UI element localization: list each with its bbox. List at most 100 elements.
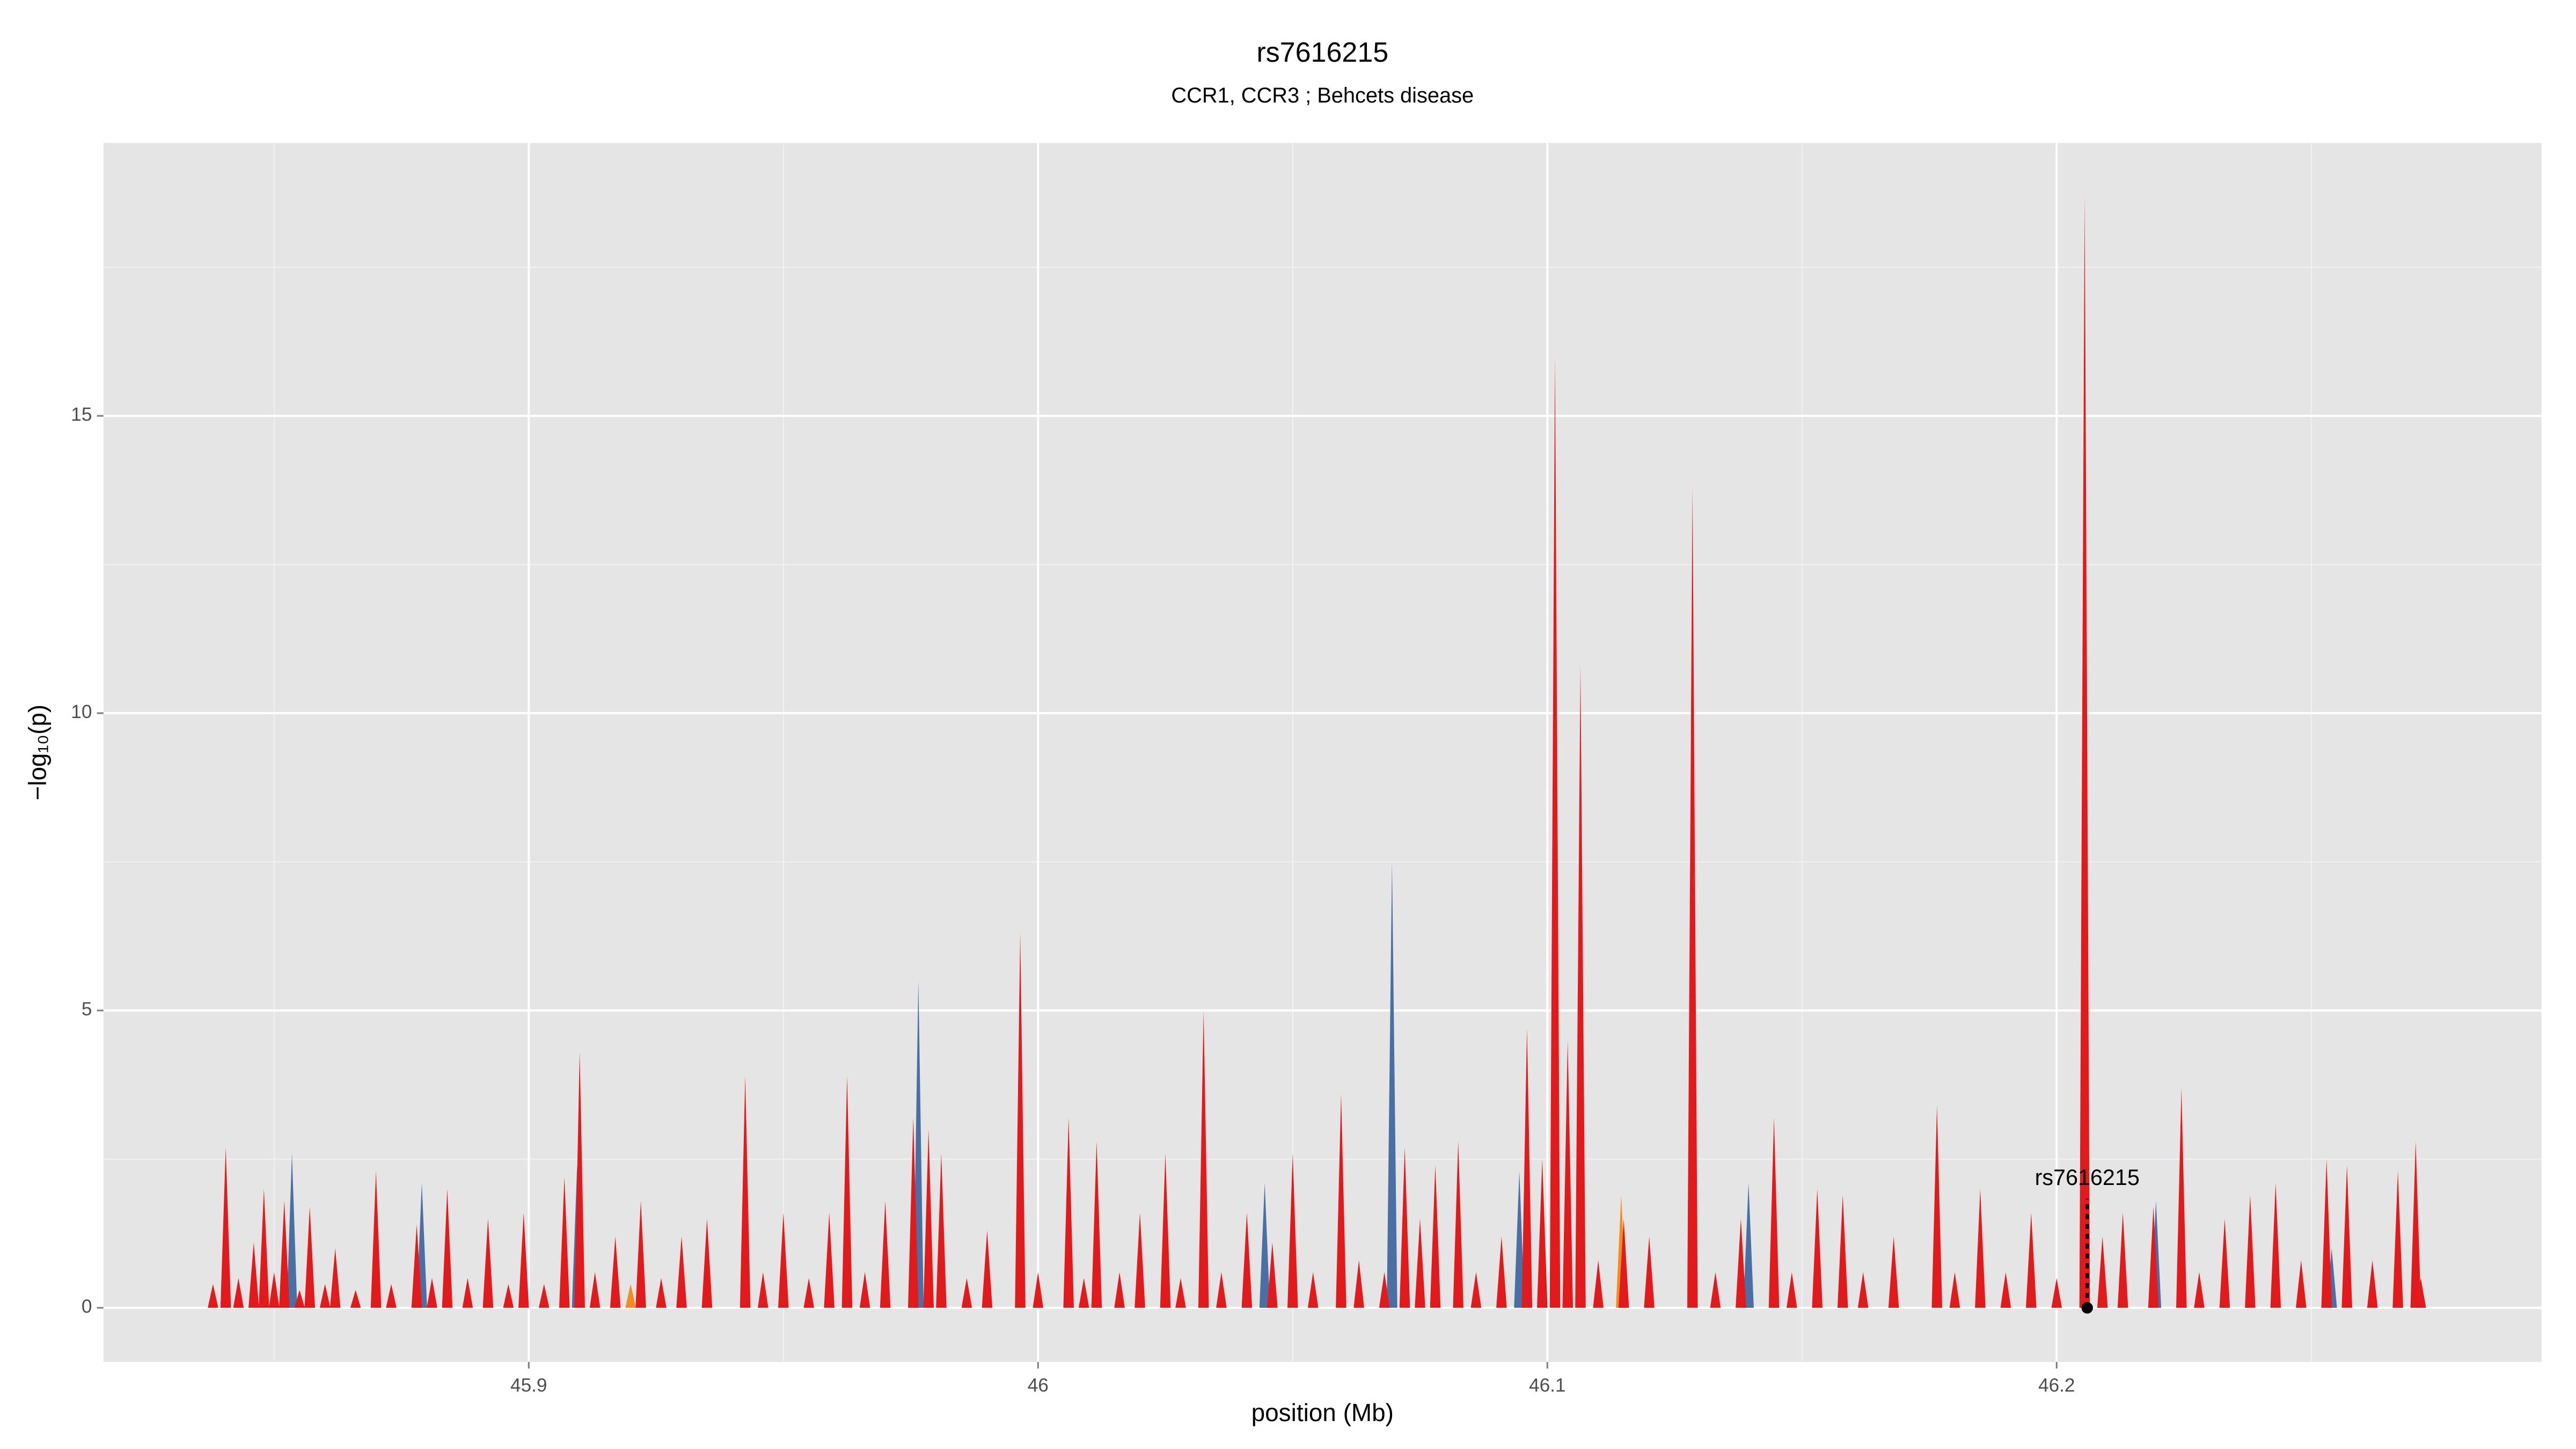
spike [1644,1236,1655,1308]
spike [442,1189,453,1308]
spike [1786,1272,1797,1308]
spike [1736,1218,1746,1308]
spike [1135,1212,1145,1308]
spike [656,1278,667,1308]
spike [2176,1087,2187,1308]
spike [923,1129,934,1308]
spike [258,1189,269,1308]
spike [1857,1272,1869,1308]
spike [1593,1260,1604,1308]
spike [635,1201,646,1308]
spike [676,1236,687,1308]
spike [330,1248,341,1308]
spike [1091,1141,1102,1308]
spike [758,1272,769,1308]
spike [1931,1106,1943,1308]
spike [1078,1278,1089,1308]
x-axis-label: position (Mb) [1252,1399,1394,1426]
spike [2392,1171,2403,1308]
spike [503,1284,514,1308]
spike [2148,1206,2159,1308]
spike [701,1218,713,1308]
spike [1536,1159,1548,1308]
spike [2026,1212,2037,1308]
spike [220,1147,231,1308]
spike [1287,1153,1298,1308]
spike [1430,1165,1441,1308]
spike [1687,487,1698,1308]
spike [2410,1141,2421,1308]
spike [1710,1272,1721,1308]
spike [824,1212,835,1308]
plot-panel [103,143,2542,1362]
spike [778,1212,789,1308]
spike [1399,1147,1410,1308]
spike [2341,1165,2352,1308]
spike [610,1236,621,1308]
spike [2219,1218,2230,1308]
spike [370,1171,382,1308]
spike [2000,1272,2011,1308]
spike [1198,1010,1209,1308]
spike [559,1177,570,1308]
y-tick-label: 0 [82,1296,92,1317]
spike [233,1278,244,1308]
spike [1575,665,1586,1308]
spike [961,1278,972,1308]
spike [1888,1236,1899,1308]
y-tick-label: 15 [71,404,92,425]
spike [2194,1272,2205,1308]
y-tick-label: 10 [71,701,92,722]
spike [1160,1153,1171,1308]
spike [625,1284,636,1308]
spike [589,1272,601,1308]
spike [1216,1272,1227,1308]
spike [880,1201,891,1308]
spike [1514,1171,1525,1308]
spike [1521,1028,1533,1308]
spike [1837,1195,1848,1308]
spike [248,1242,259,1308]
spike [2079,195,2090,1308]
spike [841,1075,853,1308]
spike [1949,1272,1960,1308]
spike [1743,1183,1754,1308]
spike [427,1278,437,1308]
spike [1241,1212,1253,1308]
spike [2051,1278,2062,1308]
spike [386,1284,397,1308]
spike [304,1206,315,1308]
spike [2097,1236,2108,1308]
spike [1033,1272,1044,1308]
spike [1562,1040,1574,1308]
spike [1975,1189,1986,1308]
spike [518,1212,529,1308]
spike [538,1284,550,1308]
spike [2321,1159,2332,1308]
spike [1353,1260,1364,1308]
spike [2270,1183,2281,1308]
spike [2367,1260,2378,1308]
spike [1379,1272,1390,1308]
spike [482,1218,494,1308]
spike [268,1272,280,1308]
spike [982,1230,993,1308]
spike [350,1290,361,1308]
spike [740,1075,751,1308]
spike [1496,1236,1507,1308]
chart-title: rs7616215 [1256,37,1388,68]
spike [2245,1195,2256,1308]
spike [411,1224,422,1308]
spike [859,1272,870,1308]
spike [462,1278,473,1308]
spike [1812,1189,1823,1308]
spike [279,1201,290,1308]
spike [2416,1278,2426,1308]
spike [1453,1141,1463,1308]
spike [319,1284,331,1308]
x-tick-label: 46.1 [1529,1375,1565,1396]
annotation-point [2081,1302,2093,1314]
y-tick-label: 5 [82,999,92,1020]
spike [1307,1272,1319,1308]
